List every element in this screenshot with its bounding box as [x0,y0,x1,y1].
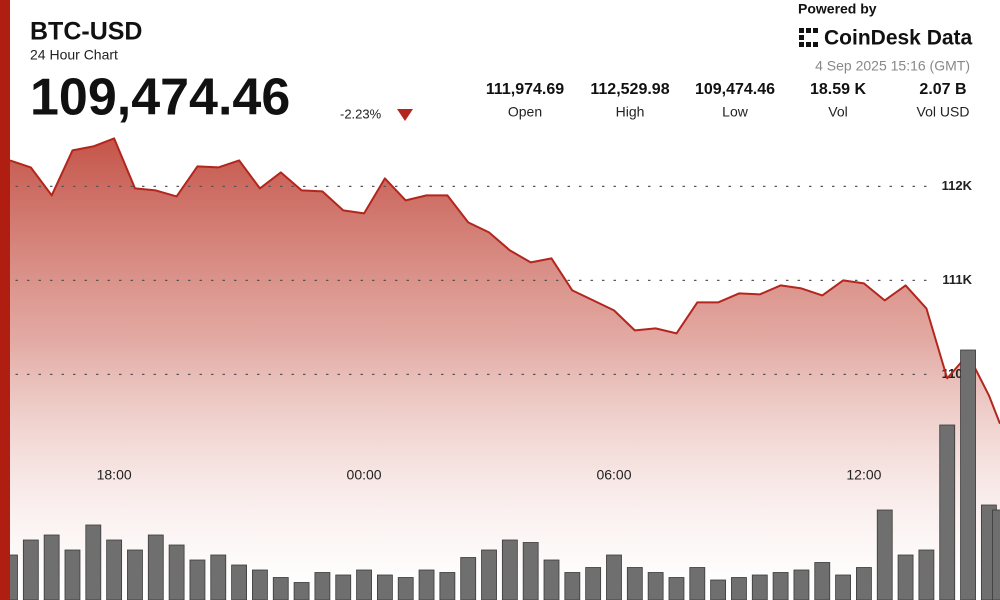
volume-bar [751,574,768,600]
stat-label: Vol USD [917,104,970,120]
volume-bar [439,572,456,600]
price: 109,474.46 [30,69,290,127]
volume-bar [106,539,123,600]
timestamp: 4 Sep 2025 15:16 (GMT) [815,58,970,74]
volume-bar [397,577,414,600]
stat-label: Vol [828,104,847,120]
stat-value: 18.59 K [810,81,866,98]
subtitle: 24 Hour Chart [30,47,118,63]
x-tick-label: 12:00 [846,467,881,483]
x-tick-label: 18:00 [97,467,132,483]
volume-bar [793,569,810,600]
volume-bar [689,567,706,600]
brand-name: CoinDesk Data [824,27,973,50]
volume-bar [731,577,747,600]
volume-bar [231,564,247,600]
stat-value: 111,974.69 [486,81,564,98]
stat-label: High [616,104,645,120]
volume-bar [64,549,81,600]
volume-bar [606,554,622,600]
volume-bar [418,569,435,600]
accent-strip [0,0,10,600]
volume-bar [335,574,352,600]
volume-bar [856,567,872,600]
volume-bar [939,424,956,600]
volume-bar [626,567,643,600]
down-arrow [397,109,413,121]
volume-bar [189,559,206,600]
volume-bar [585,567,602,600]
volume-bar [522,542,539,600]
volume-bar [85,524,102,600]
brand-logo [799,28,818,47]
volume-bar [293,582,310,600]
stat-label: Open [508,104,542,120]
volume-bar [647,572,664,600]
price-line [9,137,1000,425]
volume-bar [481,549,497,600]
volume-bar [376,574,393,600]
y-tick-label: 112K [942,178,973,193]
y-tick-label: 111K [942,272,972,287]
volume-bar [501,539,518,600]
stat-value: 112,529.98 [590,81,669,98]
volume-bar [43,534,60,600]
volume-bar [814,562,831,600]
symbol: BTC-USD [30,18,143,46]
volume-bar [543,559,560,600]
volume-bar [460,557,477,600]
volume-bar [918,549,935,600]
volume-bar [147,534,164,600]
price-area [10,138,1000,600]
volume-bar [22,539,39,600]
volume-bar [960,349,976,600]
change: -2.23% [340,106,382,121]
volume-bar [252,569,268,600]
volume-bar [210,554,227,600]
volume-bar [356,569,372,600]
powered-by: Powered by [798,1,877,17]
volume-bar [710,579,727,600]
volume-bar [272,577,289,600]
stat-value: 109,474.46 [695,81,775,98]
volume-bar [314,572,331,600]
volume-bar [835,574,851,600]
volume-bar [897,554,914,600]
x-tick-label: 00:00 [347,467,382,483]
volume-bar [876,509,893,600]
volume-bar [992,509,1000,600]
volume-bar [168,544,185,600]
volume-bar [564,572,581,600]
stat-value: 2.07 B [919,81,966,98]
x-tick-label: 06:00 [596,467,631,483]
stat-label: Low [722,104,749,120]
volume-bar [127,549,143,600]
volume-bar [668,577,685,600]
volume-bar [772,572,789,600]
